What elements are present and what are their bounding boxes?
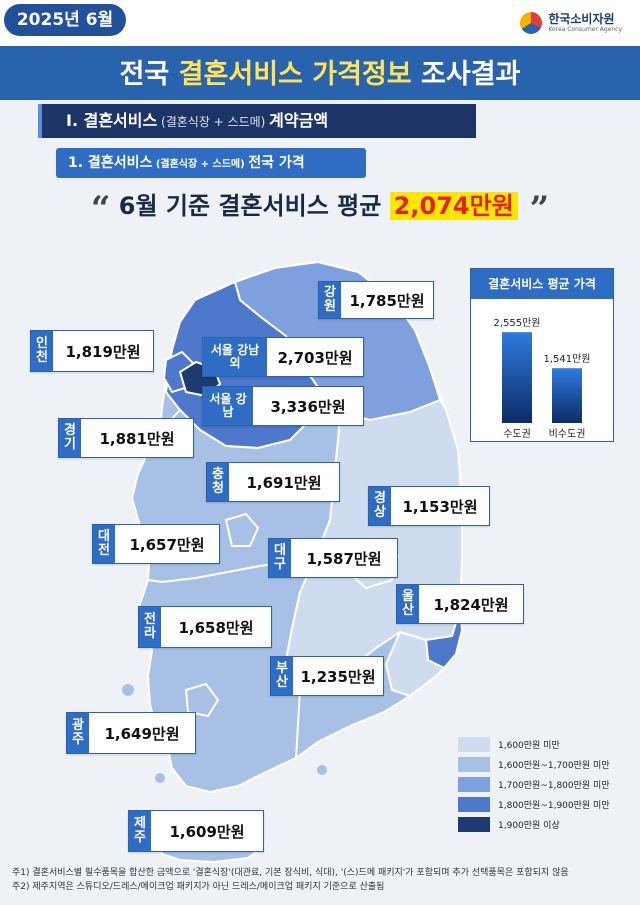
map-region-gwangju [184, 682, 220, 718]
region-price: 1,691만원 [246, 473, 322, 492]
region-name: 서울 강남 [203, 387, 253, 425]
region-tag-seoul-gangnam: 서울 강남 3,336만원 [202, 386, 364, 426]
region-name: 부산 [271, 657, 293, 695]
region-tag-busan: 부산 1,235만원 [270, 656, 384, 696]
logo-korean: 한국소비자원 [548, 12, 615, 26]
footnote-2: 주2) 제주지역은 스튜디오/드레스/메이크업 패키지가 아닌 드레스/메이크업… [12, 882, 385, 892]
legend-item: 1,900만원 이상 [458, 816, 610, 833]
map-region-daejeon [224, 512, 260, 547]
page-title: 전국 결혼서비스 가격정보 조사결과 [119, 59, 521, 90]
avg-bar-1 [502, 332, 532, 423]
region-price: 1,785만원 [349, 291, 425, 310]
title-highlight: 결혼서비스 가격정보 [178, 59, 412, 90]
region-price: 1,881만원 [99, 429, 175, 448]
national-average: 2,074만원 [389, 192, 518, 220]
region-price: 1,235만원 [300, 667, 376, 686]
region-name: 대구 [269, 539, 291, 577]
average-price-title: 결혼서비스 평균 가격 [471, 269, 613, 299]
region-name: 경기 [59, 419, 81, 457]
region-price: 3,336만원 [270, 397, 346, 416]
region-name: 대전 [93, 525, 115, 563]
avg-bar-category-2: 비수도권 [549, 428, 586, 439]
subsection-heading: 1. 결혼서비스 (결혼식장 + 스드메) 전국 가격 [56, 148, 366, 178]
legend-item: 1,600만원 미만 [458, 736, 610, 753]
region-price: 1,587만원 [306, 549, 382, 568]
region-name: 서울 강남 외 [203, 338, 267, 376]
region-name: 울산 [397, 585, 419, 623]
region-name: 전라 [139, 607, 161, 647]
region-tag-gangwon: 강원 1,785만원 [318, 281, 434, 319]
region-price: 1,824만원 [433, 595, 509, 614]
avg-bar-value-1: 2,555만원 [493, 317, 540, 329]
region-name: 인천 [31, 331, 53, 371]
region-tag-ulsan: 울산 1,824만원 [396, 584, 524, 624]
avg-bar-2 [552, 368, 582, 423]
legend-item: 1,800만원~1,900만원 미만 [458, 796, 610, 813]
region-tag-incheon: 인천 1,819만원 [30, 330, 154, 372]
region-tag-chungcheong: 충청 1,691만원 [206, 462, 340, 502]
region-tag-gyeonggi: 경기 1,881만원 [58, 418, 194, 458]
legend-item: 1,700만원~1,800만원 미만 [458, 776, 610, 793]
section-heading: Ⅰ. 결혼서비스 (결혼식장 + 스드메) 계약금액 [38, 104, 476, 138]
footnote-1: 주1) 결혼서비스별 필수품목을 합산한 금액으로 '결혼식장'(대관료, 기본… [12, 868, 569, 878]
headline: “ 6월 기준 결혼서비스 평균 2,074만원 ” [90, 189, 550, 229]
avg-bar-category-1: 수도권 [503, 428, 531, 439]
map-region-busan [384, 630, 446, 698]
map-island [155, 773, 165, 783]
map-island [317, 765, 327, 775]
region-price: 1,153만원 [402, 497, 478, 516]
legend-item: 1,600만원~1,700만원 미만 [458, 756, 610, 773]
region-price: 1,609만원 [169, 822, 245, 841]
region-price: 1,658만원 [178, 618, 254, 637]
region-tag-gwangju: 광주 1,649만원 [66, 712, 196, 754]
legend: 1,600만원 미만 1,600만원~1,700만원 미만 1,700만원~1,… [458, 736, 610, 836]
region-name: 제주 [129, 811, 151, 851]
region-price: 1,657만원 [129, 535, 205, 554]
region-tag-gyeongsang: 경상 1,153만원 [368, 486, 490, 526]
region-tag-daejeon: 대전 1,657만원 [92, 524, 220, 564]
region-price: 2,703만원 [277, 348, 353, 367]
logo-english: Korea Consumer Agency [548, 26, 622, 33]
kca-logo-icon [520, 12, 543, 34]
region-tag-jeolla: 전라 1,658만원 [138, 606, 272, 648]
kca-logo: 한국소비자원 Korea Consumer Agency [520, 8, 622, 38]
region-name: 광주 [67, 713, 89, 753]
region-tag-daegu: 대구 1,587만원 [268, 538, 398, 578]
region-tag-seoul-non-gangnam: 서울 강남 외 2,703만원 [202, 337, 364, 377]
region-tag-jeju: 제주 1,609만원 [128, 810, 264, 852]
region-name: 충청 [207, 463, 229, 501]
map-island [122, 684, 134, 696]
header-band: 2025년 6월 한국소비자원 Korea Consumer Agency 전국… [0, 0, 640, 100]
region-price: 1,819만원 [65, 342, 141, 361]
date-badge: 2025년 6월 [4, 4, 126, 36]
region-price: 1,649만원 [104, 724, 180, 743]
footnotes: 주1) 결혼서비스별 필수품목을 합산한 금액으로 '결혼식장'(대관료, 기본… [12, 866, 632, 894]
region-name: 강원 [319, 282, 341, 318]
avg-bar-value-2: 1,541만원 [543, 353, 590, 365]
region-name: 경상 [369, 487, 391, 525]
